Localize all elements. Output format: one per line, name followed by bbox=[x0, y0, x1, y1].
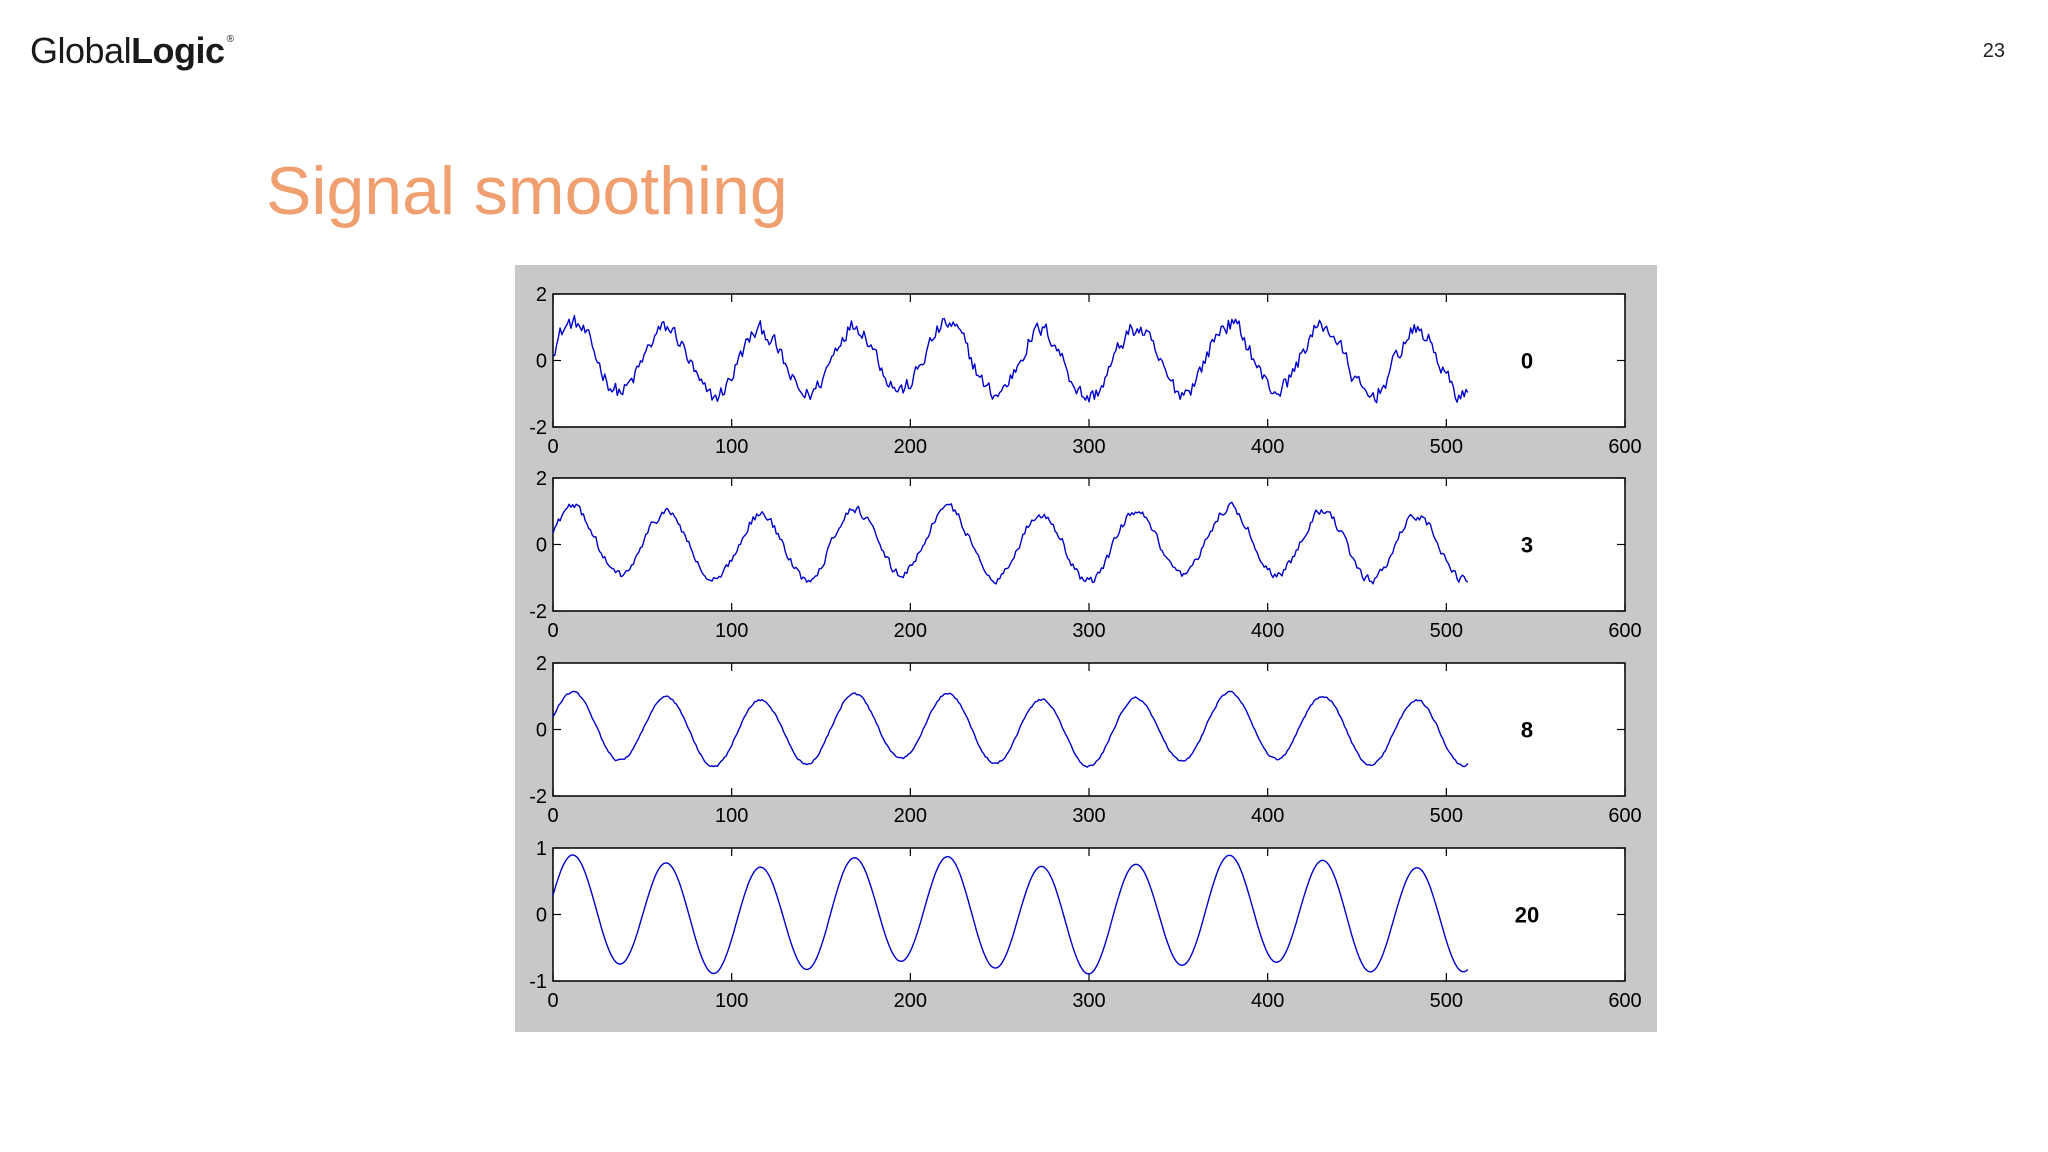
x-tick-label: 300 bbox=[1072, 436, 1105, 458]
smoothing-window-label: 20 bbox=[1515, 903, 1539, 928]
x-tick-label: 300 bbox=[1072, 620, 1105, 642]
slide-title: Signal smoothing bbox=[266, 153, 788, 229]
x-tick-label: 0 bbox=[547, 436, 558, 458]
x-tick-label: 400 bbox=[1251, 620, 1284, 642]
x-tick-label: 100 bbox=[715, 436, 748, 458]
x-tick-label: 100 bbox=[715, 805, 748, 827]
logo-registered-mark: ® bbox=[226, 34, 234, 45]
x-tick-label: 600 bbox=[1608, 805, 1641, 827]
x-tick-label: 400 bbox=[1251, 805, 1284, 827]
x-tick-label: 500 bbox=[1430, 990, 1463, 1012]
x-tick-label: 100 bbox=[715, 620, 748, 642]
x-tick-label: 600 bbox=[1608, 990, 1641, 1012]
y-tick-label: -2 bbox=[529, 417, 547, 439]
x-tick-label: 0 bbox=[547, 990, 558, 1012]
x-tick-label: 0 bbox=[547, 620, 558, 642]
y-tick-label: 0 bbox=[536, 351, 547, 373]
x-tick-label: 300 bbox=[1072, 805, 1105, 827]
axes-box bbox=[552, 477, 1626, 612]
y-tick-label: 2 bbox=[536, 653, 547, 675]
x-tick-label: 100 bbox=[715, 990, 748, 1012]
x-tick-label: 0 bbox=[547, 805, 558, 827]
axes-box bbox=[552, 293, 1626, 428]
logo-regular-text: Global bbox=[30, 30, 132, 71]
smoothing-window-label: 8 bbox=[1521, 718, 1533, 743]
x-tick-label: 300 bbox=[1072, 990, 1105, 1012]
globallogic-logo: GlobalLogic ® bbox=[30, 30, 234, 72]
x-tick-label: 200 bbox=[894, 436, 927, 458]
x-tick-label: 600 bbox=[1608, 436, 1641, 458]
smoothing-figure: 0 100 200 300 400 500 600 2 0 -2 0 0 100 200 300 400 500… bbox=[515, 265, 1657, 1032]
x-tick-label: 400 bbox=[1251, 436, 1284, 458]
x-tick-label: 400 bbox=[1251, 990, 1284, 1012]
signal-line bbox=[552, 854, 1469, 975]
signal-line bbox=[552, 501, 1469, 585]
y-tick-label: 1 bbox=[536, 838, 547, 860]
x-tick-label: 200 bbox=[894, 805, 927, 827]
y-tick-label: 0 bbox=[536, 535, 547, 557]
y-tick-label: 2 bbox=[536, 284, 547, 306]
x-tick-label: 500 bbox=[1430, 620, 1463, 642]
axes-box bbox=[552, 847, 1626, 982]
x-tick-label: 500 bbox=[1430, 805, 1463, 827]
y-tick-label: 0 bbox=[536, 720, 547, 742]
y-tick-label: 2 bbox=[536, 468, 547, 490]
signal-line bbox=[552, 314, 1469, 404]
x-tick-label: 200 bbox=[894, 990, 927, 1012]
y-tick-label: -2 bbox=[529, 786, 547, 808]
smoothing-window-label: 0 bbox=[1521, 349, 1533, 374]
y-tick-label: -2 bbox=[529, 601, 547, 623]
signal-line bbox=[552, 690, 1469, 768]
y-tick-label: -1 bbox=[529, 971, 547, 993]
x-tick-label: 600 bbox=[1608, 620, 1641, 642]
logo-bold-text: Logic bbox=[131, 30, 225, 71]
x-tick-label: 200 bbox=[894, 620, 927, 642]
smoothing-window-label: 3 bbox=[1521, 533, 1533, 558]
axes-box bbox=[552, 662, 1626, 797]
x-tick-label: 500 bbox=[1430, 436, 1463, 458]
page-number: 23 bbox=[1982, 40, 2005, 62]
y-tick-label: 0 bbox=[536, 905, 547, 927]
